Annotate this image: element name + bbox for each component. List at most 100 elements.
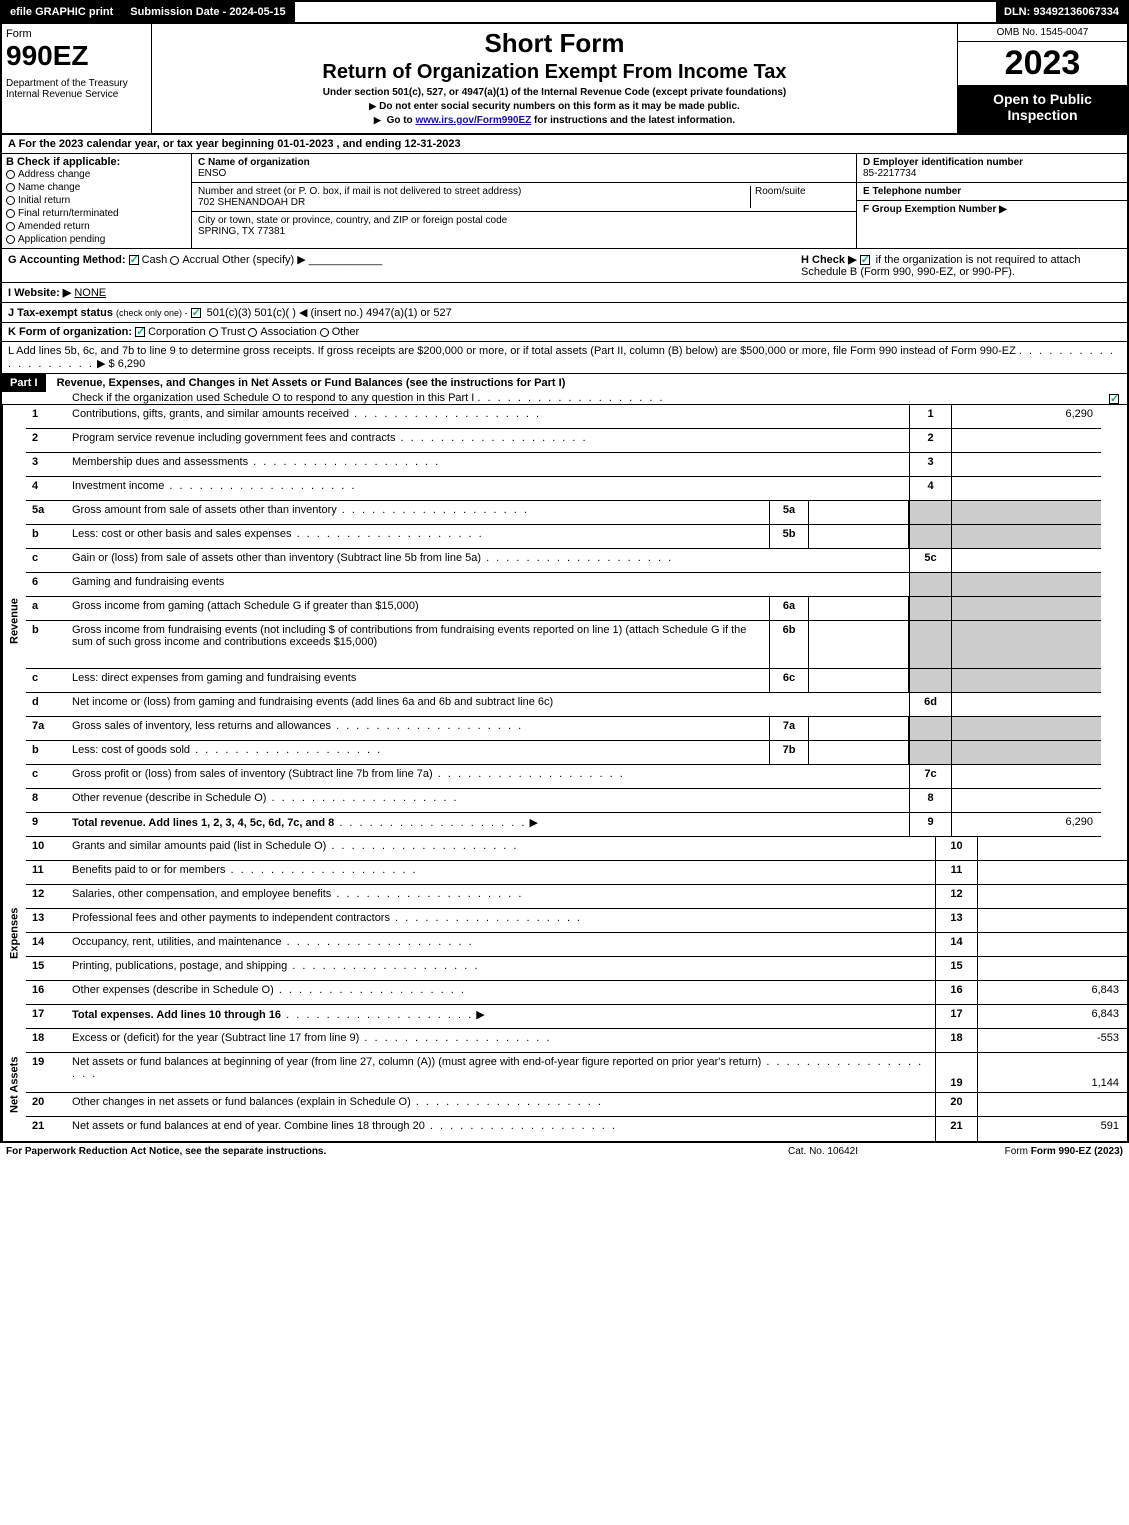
footer-left: For Paperwork Reduction Act Notice, see … <box>6 1146 723 1157</box>
website-value: NONE <box>74 287 106 299</box>
box-b: B Check if applicable: Address change Na… <box>2 154 192 248</box>
irs-link[interactable]: www.irs.gov/Form990EZ <box>415 115 531 126</box>
check-accrual[interactable] <box>170 256 179 265</box>
box-def: D Employer identification number 85-2217… <box>857 154 1127 248</box>
dept-label: Department of the Treasury Internal Reve… <box>6 78 147 100</box>
short-form-title: Short Form <box>160 28 949 59</box>
expenses-section: Expenses 10Grants and similar amounts pa… <box>2 837 1127 1029</box>
org-name-row: C Name of organization ENSO <box>192 154 856 183</box>
check-final-return[interactable]: Final return/terminated <box>6 207 187 220</box>
group-exemption-label: F Group Exemption Number ▶ <box>863 204 1007 215</box>
line-18: 18Excess or (deficit) for the year (Subt… <box>26 1029 1127 1053</box>
check-corporation[interactable] <box>135 327 145 337</box>
omb-number: OMB No. 1545-0047 <box>958 24 1127 42</box>
check-trust[interactable] <box>209 328 218 337</box>
j-opts: 501(c)(3) 501(c)( ) ◀ (insert no.) 4947(… <box>207 307 452 319</box>
j-sub: (check only one) - <box>116 308 188 318</box>
name-label: C Name of organization <box>198 157 310 168</box>
city-value: SPRING, TX 77381 <box>198 226 285 237</box>
line-5c: cGain or (loss) from sale of assets othe… <box>26 549 1101 573</box>
footer-center: Cat. No. 10642I <box>723 1146 923 1157</box>
check-association[interactable] <box>248 328 257 337</box>
line-7b: bLess: cost of goods sold7b <box>26 741 1101 765</box>
line-21: 21Net assets or fund balances at end of … <box>26 1117 1127 1141</box>
check-501c3[interactable] <box>191 308 201 318</box>
k-form-org-row: K Form of organization: Corporation Trus… <box>2 323 1127 342</box>
line-6a: aGross income from gaming (attach Schedu… <box>26 597 1101 621</box>
line-15: 15Printing, publications, postage, and s… <box>26 957 1127 981</box>
check-name-change[interactable]: Name change <box>6 181 187 194</box>
line-13: 13Professional fees and other payments t… <box>26 909 1127 933</box>
h-block: H Check ▶ if the organization is not req… <box>801 253 1121 278</box>
org-name: ENSO <box>198 168 226 179</box>
city-row: City or town, state or province, country… <box>192 212 856 240</box>
check-amended-return[interactable]: Amended return <box>6 220 187 233</box>
form-header: Form 990EZ Department of the Treasury In… <box>2 24 1127 135</box>
open-to-public: Open to Public Inspection <box>958 85 1127 133</box>
submission-date-button[interactable]: Submission Date - 2024-05-15 <box>122 2 294 22</box>
check-other-org[interactable] <box>320 328 329 337</box>
topbar-spacer <box>295 2 996 22</box>
line-11: 11Benefits paid to or for members11 <box>26 861 1127 885</box>
page-footer: For Paperwork Reduction Act Notice, see … <box>0 1143 1129 1160</box>
line-16: 16Other expenses (describe in Schedule O… <box>26 981 1127 1005</box>
net-assets-lines: 18Excess or (deficit) for the year (Subt… <box>26 1029 1127 1141</box>
line-5b: bLess: cost or other basis and sales exp… <box>26 525 1101 549</box>
room-label: Room/suite <box>750 186 850 208</box>
efile-print-button[interactable]: efile GRAPHIC print <box>2 2 122 22</box>
gh-row: G Accounting Method: Cash Accrual Other … <box>2 249 1127 283</box>
line-6: 6Gaming and fundraising events <box>26 573 1101 597</box>
form-word: Form <box>6 28 147 40</box>
expenses-side-label: Expenses <box>2 837 26 1029</box>
check-address-change[interactable]: Address change <box>6 168 187 181</box>
subtitle-3: Go to www.irs.gov/Form990EZ for instruct… <box>160 115 949 126</box>
form-body: Form 990EZ Department of the Treasury In… <box>0 24 1129 1143</box>
sub3-post: for instructions and the latest informat… <box>531 115 735 126</box>
check-schedule-b[interactable] <box>860 255 870 265</box>
footer-right: Form Form 990-EZ (2023) <box>923 1146 1123 1157</box>
check-application-pending[interactable]: Application pending <box>6 233 187 246</box>
line-6d: dNet income or (loss) from gaming and fu… <box>26 693 1101 717</box>
line-2: 2Program service revenue including gover… <box>26 429 1101 453</box>
net-assets-side-label: Net Assets <box>2 1029 26 1141</box>
line-8: 8Other revenue (describe in Schedule O)8 <box>26 789 1101 813</box>
box-c: C Name of organization ENSO Number and s… <box>192 154 857 248</box>
ein-label: D Employer identification number <box>863 157 1023 168</box>
right-header-block: OMB No. 1545-0047 2023 Open to Public In… <box>957 24 1127 133</box>
h-label: H Check ▶ <box>801 254 857 266</box>
k-label: K Form of organization: <box>8 326 132 338</box>
expenses-lines: 10Grants and similar amounts paid (list … <box>26 837 1127 1029</box>
l-gross-receipts-row: L Add lines 5b, 6c, and 7b to line 9 to … <box>2 342 1127 374</box>
line-17: 17Total expenses. Add lines 10 through 1… <box>26 1005 1127 1029</box>
line-20: 20Other changes in net assets or fund ba… <box>26 1093 1127 1117</box>
top-bar: efile GRAPHIC print Submission Date - 20… <box>0 0 1129 24</box>
g-accounting: G Accounting Method: Cash Accrual Other … <box>8 253 801 278</box>
revenue-side-label: Revenue <box>2 405 26 837</box>
j-label: J Tax-exempt status <box>8 307 113 319</box>
line-6b: bGross income from fundraising events (n… <box>26 621 1101 669</box>
check-schedule-o[interactable] <box>1109 394 1119 404</box>
box-b-title: B Check if applicable: <box>6 156 187 168</box>
line-7c: cGross profit or (loss) from sales of in… <box>26 765 1101 789</box>
ein-value: 85-2217734 <box>863 168 916 179</box>
boxes-bcdef: B Check if applicable: Address change Na… <box>2 154 1127 249</box>
part1-check-text: Check if the organization used Schedule … <box>2 392 474 404</box>
part1-header-row: Part I Revenue, Expenses, and Changes in… <box>2 374 1127 405</box>
i-website-row: I Website: ▶ NONE <box>2 283 1127 303</box>
line-5a: 5aGross amount from sale of assets other… <box>26 501 1101 525</box>
l-text: L Add lines 5b, 6c, and 7b to line 9 to … <box>8 345 1016 357</box>
check-cash[interactable] <box>129 255 139 265</box>
return-title: Return of Organization Exempt From Incom… <box>160 61 949 84</box>
line-3: 3Membership dues and assessments3 <box>26 453 1101 477</box>
addr-value: 702 SHENANDOAH DR <box>198 197 305 208</box>
section-a: A For the 2023 calendar year, or tax yea… <box>2 135 1127 154</box>
box-d: D Employer identification number 85-2217… <box>857 154 1127 183</box>
dln-label: DLN: 93492136067334 <box>996 2 1127 22</box>
check-initial-return[interactable]: Initial return <box>6 194 187 207</box>
line-10: 10Grants and similar amounts paid (list … <box>26 837 1127 861</box>
g-label: G Accounting Method: <box>8 254 126 266</box>
addr-label: Number and street (or P. O. box, if mail… <box>198 186 521 197</box>
addr-row: Number and street (or P. O. box, if mail… <box>192 183 856 212</box>
line-1: 1Contributions, gifts, grants, and simil… <box>26 405 1101 429</box>
j-tax-exempt-row: J Tax-exempt status (check only one) - 5… <box>2 303 1127 323</box>
